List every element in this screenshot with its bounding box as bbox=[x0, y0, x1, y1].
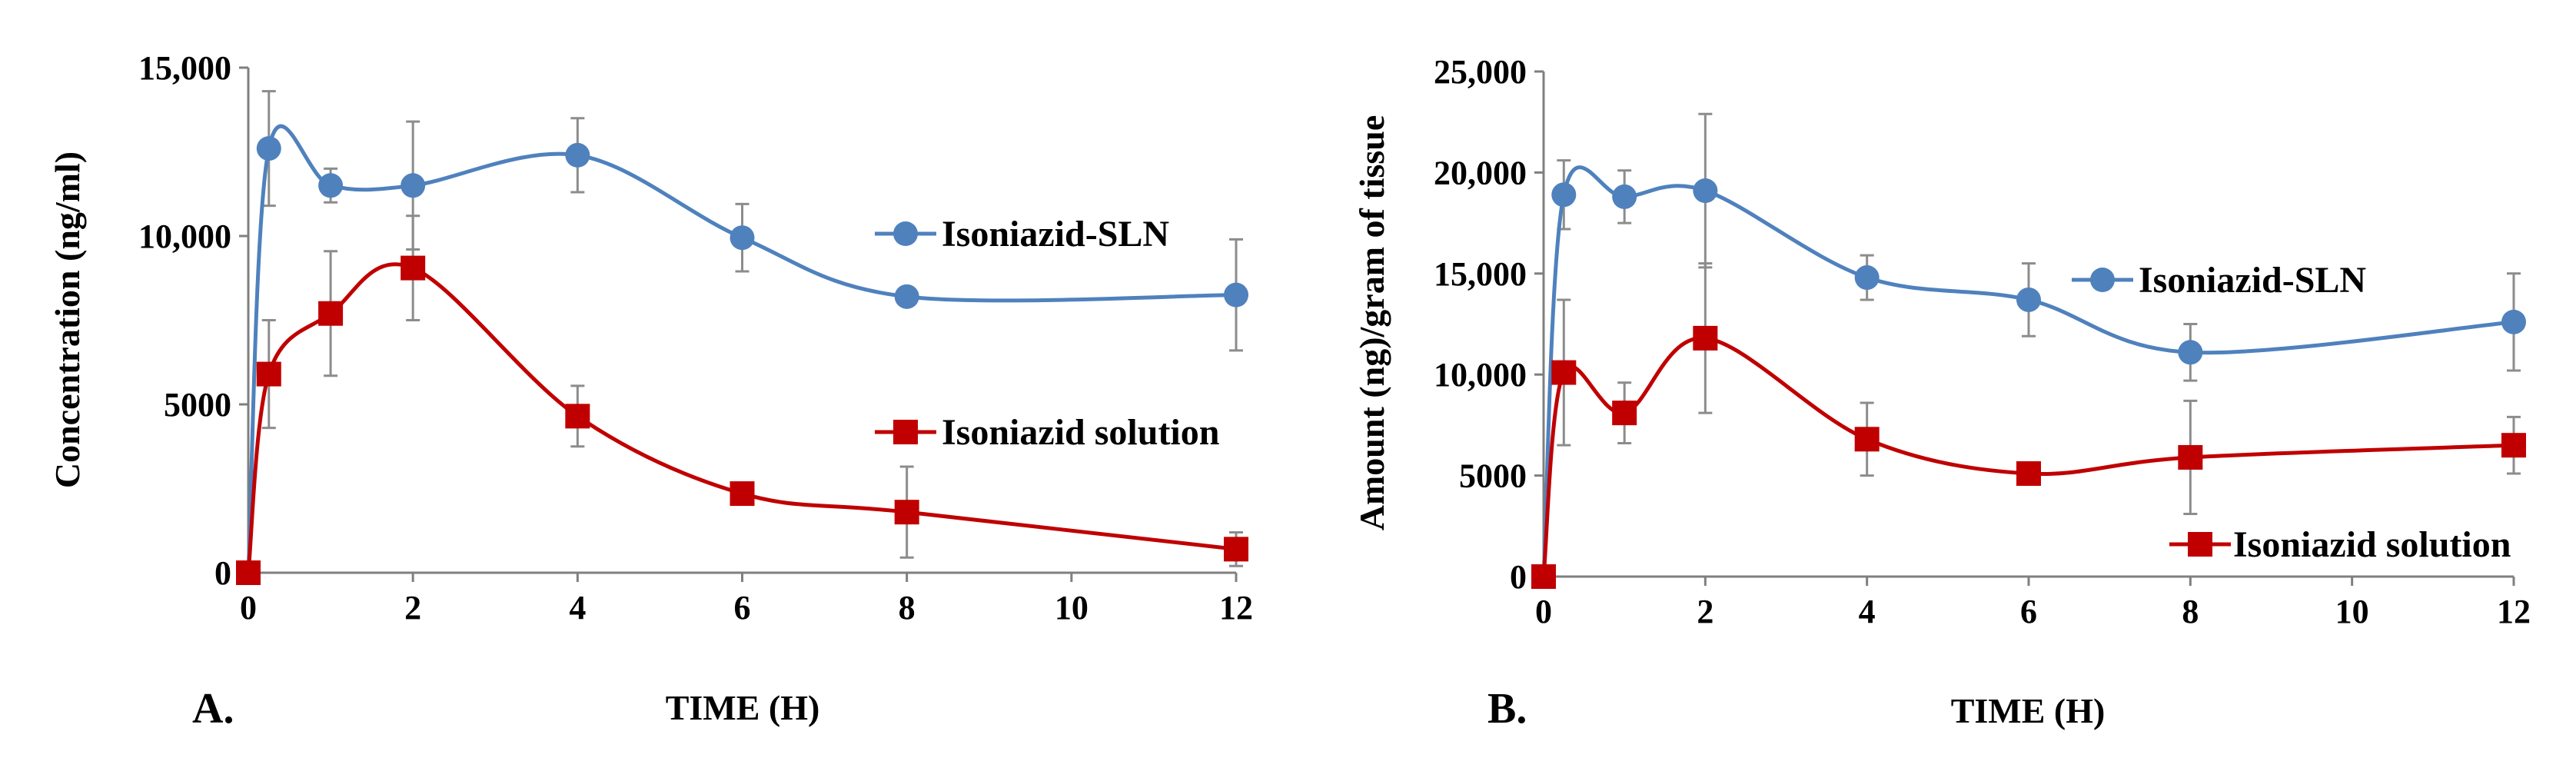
x-tick-label: 6 bbox=[734, 589, 751, 627]
data-point-isoniazid-sln bbox=[1854, 265, 1880, 291]
x-tick-label: 10 bbox=[2335, 593, 2369, 630]
data-point-isoniazid-solution bbox=[1693, 325, 1718, 351]
data-point-isoniazid-solution bbox=[2501, 433, 2526, 458]
data-point-isoniazid-solution bbox=[256, 361, 281, 387]
y-tick-label: 0 bbox=[1510, 558, 1527, 596]
data-point-isoniazid-sln bbox=[1612, 184, 1637, 209]
legend-label-isoniazid-solution: Isoniazid solution bbox=[2233, 524, 2511, 565]
x-tick-label: 8 bbox=[2182, 593, 2199, 630]
data-point-isoniazid-sln bbox=[2016, 287, 2041, 312]
data-point-isoniazid-solution bbox=[236, 560, 261, 585]
data-point-isoniazid-solution bbox=[2178, 444, 2203, 470]
data-point-isoniazid-solution bbox=[730, 481, 755, 507]
y-tick-label: 15,000 bbox=[138, 49, 231, 87]
data-point-isoniazid-sln bbox=[565, 142, 590, 168]
legend: Isoniazid-SLN Isoniazid solution bbox=[2072, 260, 2511, 565]
data-point-isoniazid-sln bbox=[1224, 282, 1248, 308]
x-tick-label: 10 bbox=[1055, 589, 1089, 627]
data-point-isoniazid-solution bbox=[1612, 401, 1637, 426]
legend-label-isoniazid-sln: Isoniazid-SLN bbox=[942, 214, 1169, 254]
y-axis-title: Amount (ng)/gram of tissue bbox=[1352, 115, 1391, 530]
legend: Isoniazid-SLN Isoniazid solution bbox=[875, 214, 1219, 453]
y-tick-label: 20,000 bbox=[1434, 154, 1527, 191]
panel-a-chart: 0 5000 10,000 15,000 0 2 4 6 8 10 12 Concentratio… bbox=[48, 49, 1253, 733]
data-point-isoniazid-solution bbox=[401, 255, 426, 281]
data-point-isoniazid-solution bbox=[894, 500, 919, 525]
x-tick-label: 2 bbox=[1697, 593, 1713, 630]
data-point-isoniazid-solution bbox=[1854, 427, 1880, 452]
y-tick-label: 5000 bbox=[164, 386, 231, 424]
y-tick-label: 5000 bbox=[1459, 457, 1527, 495]
data-point-isoniazid-solution bbox=[1531, 564, 1556, 589]
x-tick-label: 6 bbox=[2020, 593, 2037, 630]
x-axis-title: TIME (H) bbox=[666, 688, 820, 727]
data-point-isoniazid-solution bbox=[318, 301, 344, 326]
data-point-isoniazid-sln bbox=[730, 225, 755, 251]
series-line-isoniazid-sln bbox=[1541, 165, 2515, 577]
legend-marker-isoniazid-sln bbox=[893, 221, 918, 246]
legend-marker-isoniazid-solution bbox=[2188, 532, 2212, 557]
data-point-isoniazid-sln bbox=[1551, 182, 1577, 208]
x-tick-label: 12 bbox=[1219, 589, 1253, 627]
y-tick-label: 15,000 bbox=[1434, 255, 1527, 293]
x-tick-label: 0 bbox=[1535, 593, 1552, 630]
data-point-isoniazid-sln bbox=[318, 173, 344, 198]
data-point-isoniazid-sln bbox=[2501, 309, 2526, 334]
data-point-isoniazid-solution bbox=[2016, 460, 2041, 486]
legend-marker-isoniazid-solution bbox=[893, 420, 918, 444]
x-axis-title: TIME (H) bbox=[1951, 691, 2106, 730]
x-tick-label: 12 bbox=[2497, 593, 2531, 630]
y-tick-label: 10,000 bbox=[138, 218, 231, 255]
panel-label: A. bbox=[192, 685, 234, 733]
x-tick-label: 4 bbox=[569, 589, 586, 627]
data-point-isoniazid-sln bbox=[894, 284, 919, 309]
data-point-isoniazid-sln bbox=[256, 136, 281, 161]
x-tick-label: 4 bbox=[1859, 593, 1876, 630]
data-point-isoniazid-sln bbox=[2178, 340, 2203, 365]
y-tick-label: 10,000 bbox=[1434, 356, 1527, 394]
y-tick-label: 25,000 bbox=[1434, 53, 1527, 91]
legend-label-isoniazid-solution: Isoniazid solution bbox=[942, 412, 1219, 453]
data-point-isoniazid-sln bbox=[1693, 178, 1718, 204]
x-tick-label: 2 bbox=[404, 589, 421, 627]
legend-marker-isoniazid-sln bbox=[2090, 268, 2115, 292]
y-tick-label: 0 bbox=[214, 554, 231, 592]
y-axis-title: Concentration (ng/ml) bbox=[48, 151, 87, 488]
data-point-isoniazid-solution bbox=[565, 404, 590, 429]
data-point-isoniazid-sln bbox=[401, 173, 426, 198]
data-point-isoniazid-solution bbox=[1551, 360, 1577, 385]
x-tick-label: 8 bbox=[899, 589, 916, 627]
panel-label: B. bbox=[1487, 685, 1527, 733]
data-point-isoniazid-solution bbox=[1224, 537, 1248, 562]
legend-label-isoniazid-sln: Isoniazid-SLN bbox=[2139, 260, 2366, 301]
x-tick-label: 0 bbox=[240, 589, 257, 627]
